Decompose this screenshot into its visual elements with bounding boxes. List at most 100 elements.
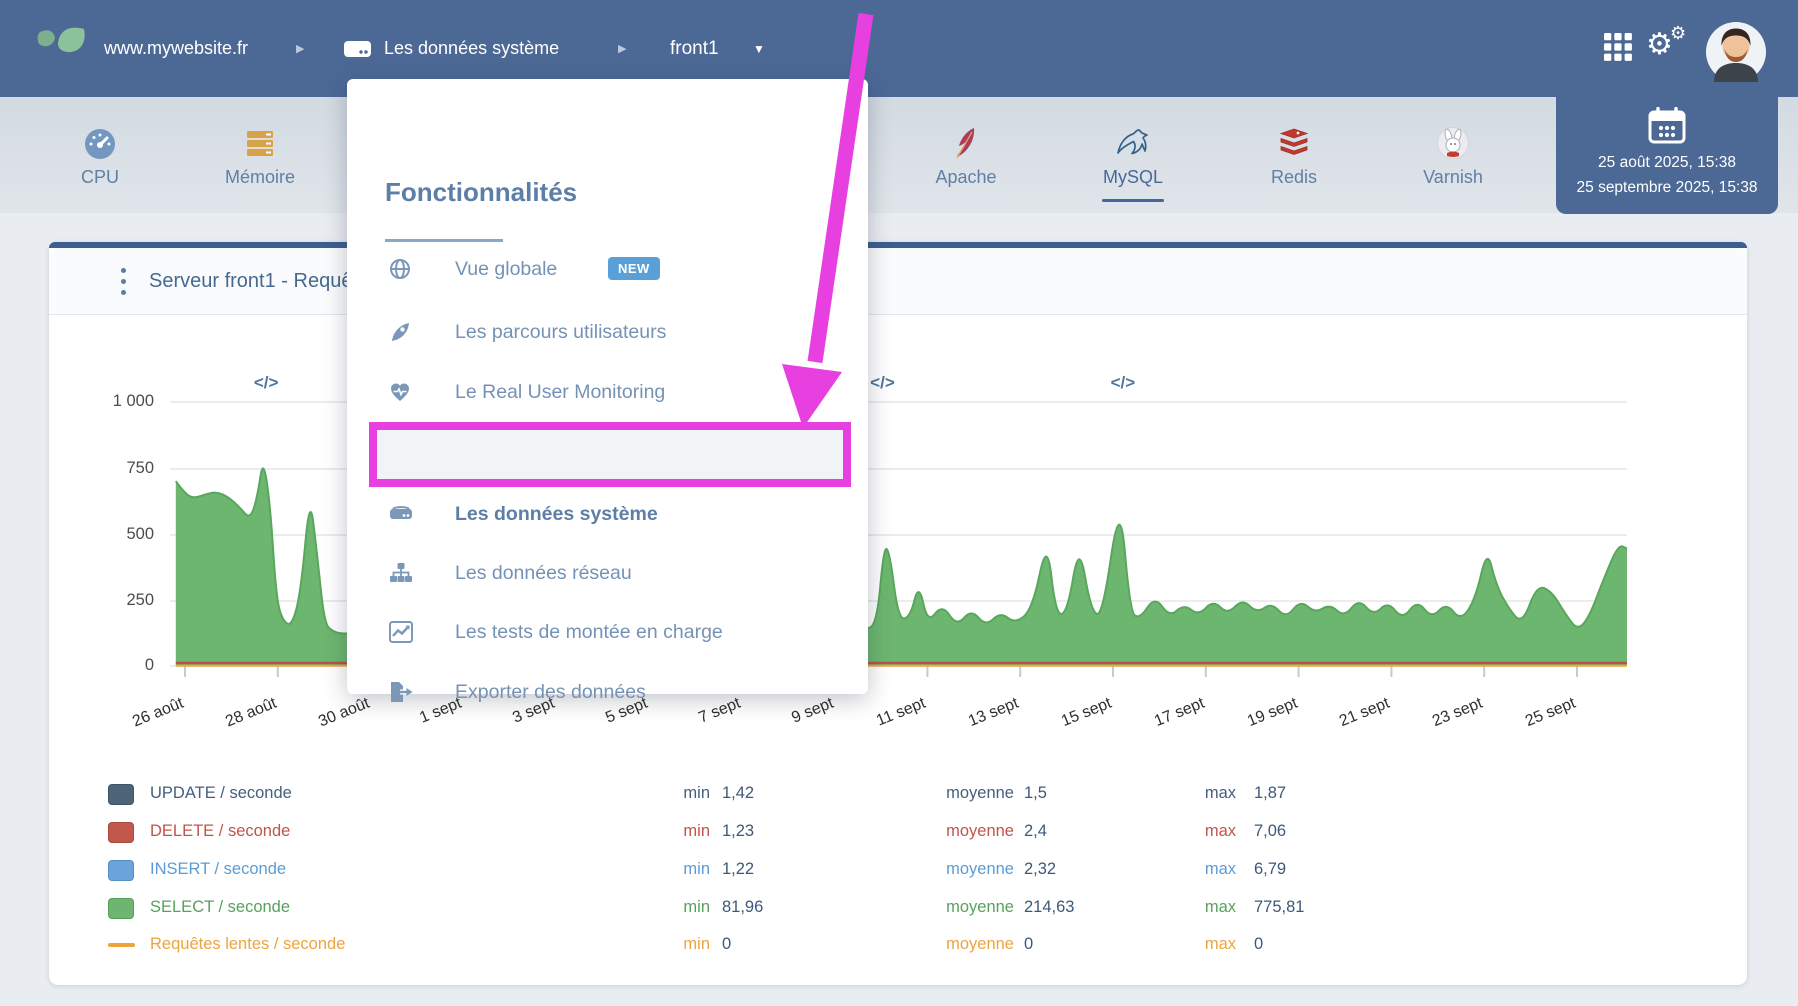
stat-max-value: 0: [1254, 935, 1263, 954]
stat-avg-value: 1,5: [1024, 784, 1047, 803]
stat-max-label: max: [1156, 935, 1236, 954]
stat-max-value: 6,79: [1254, 860, 1286, 879]
stat-min-label: min: [640, 784, 710, 803]
menu-item-label: Les parcours utilisateurs: [455, 321, 666, 344]
tab-varnish[interactable]: Varnish: [1378, 97, 1528, 213]
breadcrumb-site[interactable]: www.mywebsite.fr: [104, 0, 248, 97]
legend-row-requetes-lentes-seconde[interactable]: Requêtes lentes / seconde min 0 moyenne 0 max…: [49, 932, 1449, 962]
selected-tab-underline: [1102, 199, 1164, 202]
sitemap-icon: [389, 562, 411, 584]
kebab-menu-icon[interactable]: [117, 262, 131, 302]
magenta-highlight-box: [369, 422, 851, 487]
stat-max-value: 1,87: [1254, 784, 1286, 803]
y-axis-label: 1 000: [58, 392, 154, 411]
new-badge: NEW: [608, 257, 660, 280]
memory-icon: [242, 123, 278, 163]
varnish-rabbit-icon: [1435, 123, 1471, 163]
y-axis-label: 0: [58, 656, 154, 675]
chart-line-icon: [389, 621, 411, 643]
tab-cpu[interactable]: CPU: [25, 97, 175, 213]
tab-apache[interactable]: Apache: [891, 97, 1041, 213]
legend-row-delete-seconde[interactable]: DELETE / seconde min 1,23 moyenne 2,4 max 7,06: [49, 819, 1449, 849]
stat-avg-label: moyenne: [864, 784, 1014, 803]
menu-item-label: Les tests de montée en charge: [455, 621, 723, 644]
stat-max-value: 775,81: [1254, 898, 1304, 917]
stat-min-value: 1,42: [722, 784, 754, 803]
breadcrumb-separator-icon: ▶: [296, 0, 304, 97]
settings-gears-icon[interactable]: ⚙ ⚙: [1646, 24, 1692, 70]
legend-series-label: SELECT / seconde: [150, 898, 290, 917]
menu-item-les-donnees-systeme[interactable]: Les données système: [347, 490, 868, 538]
tab-memoire[interactable]: Mémoire: [185, 97, 335, 213]
date-range-picker[interactable]: 25 août 2025, 15:38 25 septembre 2025, 1…: [1556, 97, 1778, 214]
service-tabs-bar: CPU Mémoire Apache MySQL Redis Varnish: [0, 97, 1798, 213]
dropdown-title: Fonctionnalités: [385, 177, 577, 208]
date-range-start: 25 août 2025, 15:38: [1556, 150, 1778, 175]
stat-avg-value: 2,32: [1024, 860, 1056, 879]
mysql-dolphin-icon: [1114, 123, 1152, 163]
code-deploy-marker-icon[interactable]: </>: [246, 373, 286, 393]
tab-label: Apache: [935, 167, 996, 188]
legend-color-swatch: [108, 822, 134, 843]
y-axis-label: 500: [58, 525, 154, 544]
stat-max-value: 7,06: [1254, 822, 1286, 841]
menu-item-les-parcours-utilisateurs[interactable]: Les parcours utilisateurs: [347, 308, 868, 356]
code-deploy-marker-icon[interactable]: </>: [1103, 373, 1143, 393]
legend-row-insert-seconde[interactable]: INSERT / secondemin1,22moyenne2,32max6,7…: [49, 857, 1449, 887]
apache-feather-icon: [948, 123, 984, 163]
stat-min-label: min: [640, 822, 710, 841]
menu-item-les-tests-de-montee-en-charge[interactable]: Les tests de montée en charge: [347, 608, 868, 656]
stat-avg-label: moyenne: [864, 860, 1014, 879]
heart-pulse-icon: [389, 381, 411, 403]
stat-min-value: 81,96: [722, 898, 763, 917]
user-avatar[interactable]: [1706, 22, 1766, 87]
y-axis-label: 250: [58, 591, 154, 610]
stat-avg-label: moyenne: [864, 898, 1014, 917]
legend-row-select-seconde[interactable]: SELECT / seconde min 81,96 moyenne 214,63 max…: [49, 895, 1449, 925]
tab-mysql[interactable]: MySQL: [1058, 97, 1208, 213]
menu-item-label: Le Real User Monitoring: [455, 381, 665, 404]
leaf-logo-icon[interactable]: [34, 22, 90, 73]
stat-max-label: max: [1156, 822, 1236, 841]
legend-series-label: INSERT / seconde: [150, 860, 286, 879]
rocket-icon: [389, 321, 411, 343]
legend-series-label: Requêtes lentes / seconde: [150, 935, 345, 954]
calendar-icon: [1556, 107, 1778, 150]
tab-label: Redis: [1271, 167, 1317, 188]
apps-grid-icon[interactable]: [1604, 33, 1632, 66]
gauge-icon: [82, 123, 118, 163]
stat-avg-value: 2,4: [1024, 822, 1047, 841]
stat-max-label: max: [1156, 898, 1236, 917]
menu-item-label: Exporter des données: [455, 681, 646, 704]
stat-min-label: min: [640, 935, 710, 954]
panel-title: Serveur front1 - Requê: [149, 248, 352, 315]
legend-series-label: UPDATE / seconde: [150, 784, 292, 803]
menu-item-label: Les données réseau: [455, 562, 632, 585]
tab-label: MySQL: [1103, 167, 1163, 188]
legend-series-label: DELETE / seconde: [150, 822, 290, 841]
menu-item-le-real-user-monitoring[interactable]: Le Real User Monitoring: [347, 368, 868, 416]
tab-label: Varnish: [1423, 167, 1483, 188]
panel-header: Serveur front1 - Requê: [49, 248, 1747, 315]
tab-redis[interactable]: Redis: [1219, 97, 1369, 213]
menu-item-label: Vue globale: [455, 258, 557, 281]
code-deploy-marker-icon[interactable]: </>: [862, 373, 902, 393]
file-export-icon: [389, 681, 411, 703]
menu-item-exporter-des-donnees[interactable]: Exporter des données: [347, 668, 868, 716]
stat-avg-label: moyenne: [864, 935, 1014, 954]
legend-color-swatch: [108, 784, 134, 805]
tab-label: CPU: [81, 167, 119, 188]
legend-row-update-seconde[interactable]: UPDATE / secondemin1,42moyenne1,5max1,87: [49, 781, 1449, 811]
stat-min-value: 1,22: [722, 860, 754, 879]
stat-min-label: min: [640, 860, 710, 879]
menu-item-vue-globale[interactable]: Vue globale NEW: [347, 245, 868, 293]
features-dropdown-menu: Fonctionnalités Vue globale NEW Les parcou…: [347, 79, 868, 694]
stat-avg-value: 214,63: [1024, 898, 1074, 917]
dropdown-title-divider: [385, 239, 503, 242]
app-screen: www.mywebsite.fr ▶ Les données système ▶…: [0, 0, 1798, 1006]
menu-item-les-donnees-reseau[interactable]: Les données réseau: [347, 549, 868, 597]
stat-min-value: 1,23: [722, 822, 754, 841]
stat-avg-label: moyenne: [864, 822, 1014, 841]
stat-min-value: 0: [722, 935, 731, 954]
stat-min-label: min: [640, 898, 710, 917]
